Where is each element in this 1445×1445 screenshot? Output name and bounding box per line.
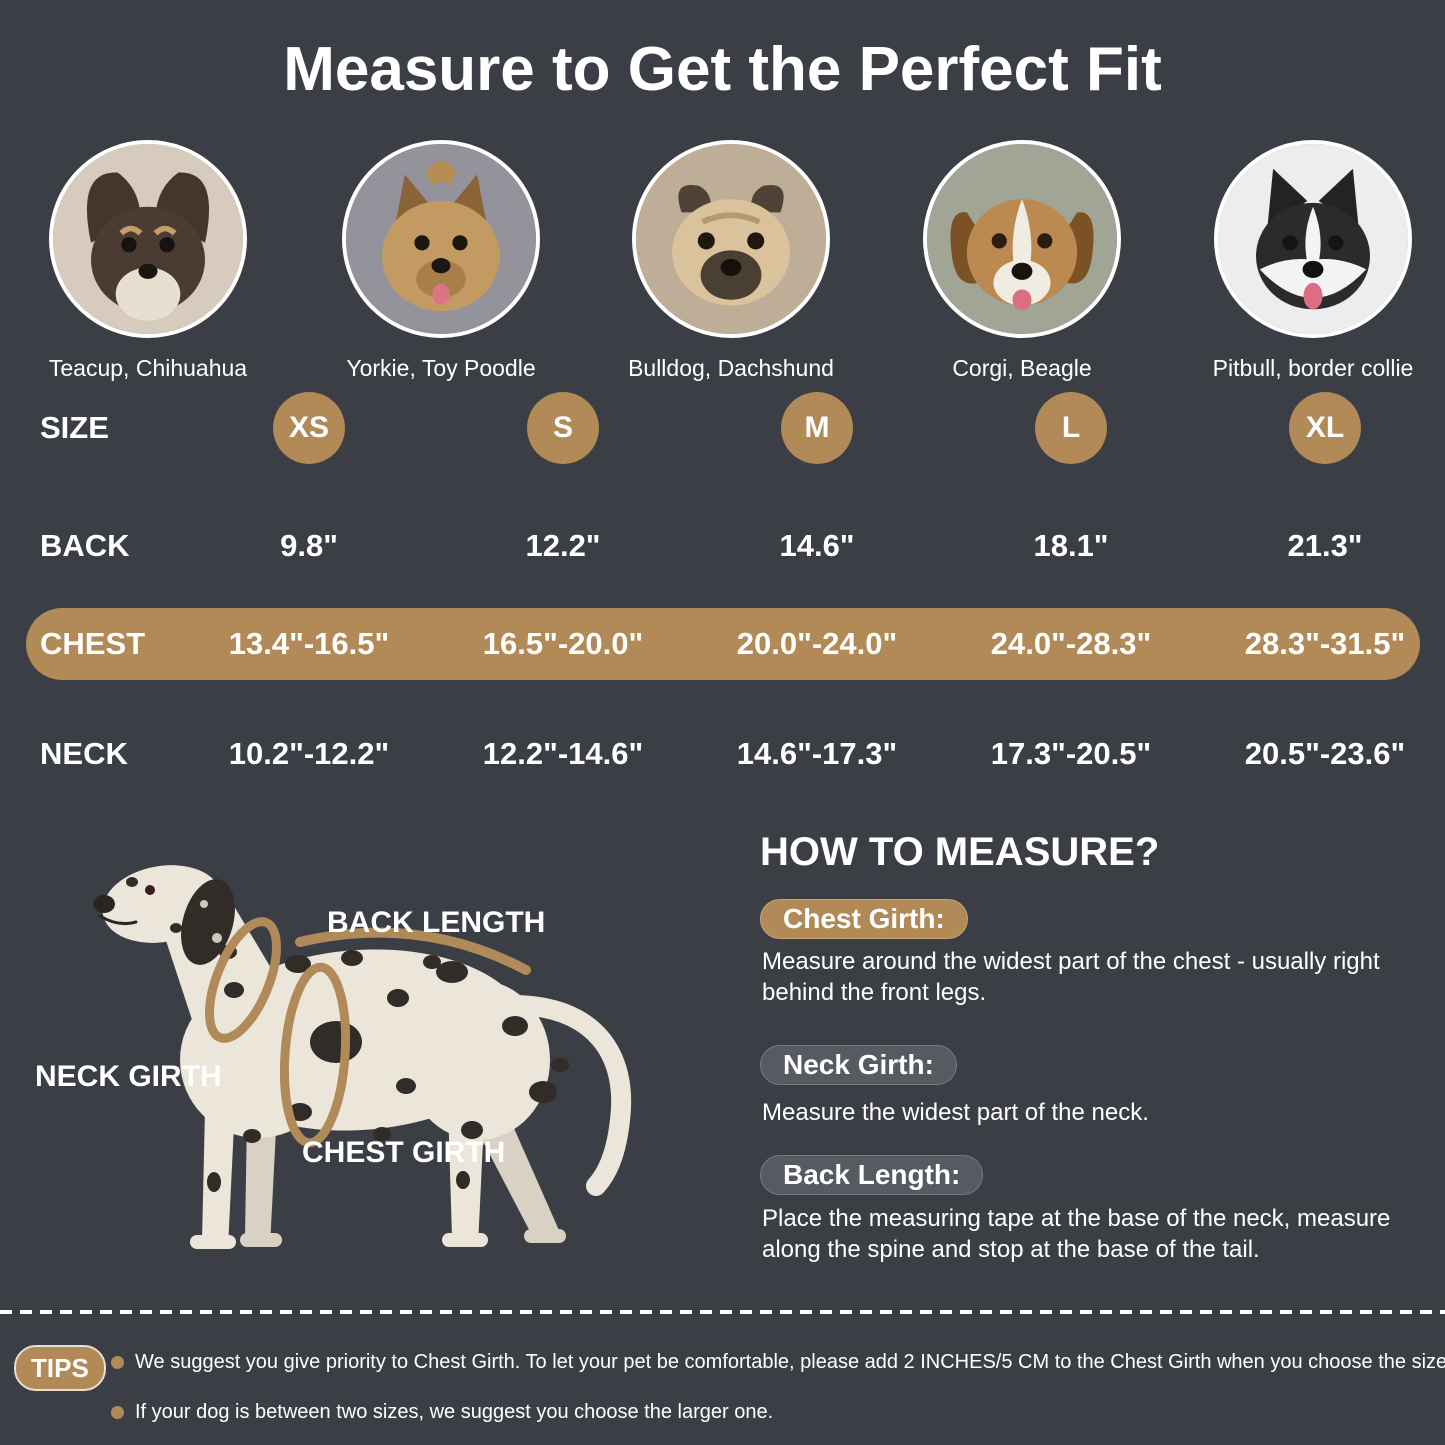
table-row-size: SIZE XS S M L XL	[0, 390, 1445, 466]
back-value-m: 14.6"	[779, 528, 855, 563]
tip-item: We suggest you give priority to Chest Gi…	[111, 1347, 1445, 1377]
breed-label: Yorkie, Toy Poodle	[346, 355, 536, 381]
back-length-arc	[295, 927, 531, 975]
size-badge-xs: XS	[273, 392, 345, 464]
table-row-back: BACK 9.8" 12.2" 14.6" 18.1" 21.3"	[0, 518, 1445, 574]
beagle-photo	[923, 140, 1121, 338]
table-row-neck: NECK 10.2"-12.2" 12.2"-14.6" 14.6"-17.3"…	[0, 726, 1445, 782]
tip-text: We suggest you give priority to Chest Gi…	[135, 1350, 1445, 1373]
size-badge-s: S	[527, 392, 599, 464]
neck-value-xl: 20.5"-23.6"	[1244, 736, 1406, 771]
size-badge-m: M	[781, 392, 853, 464]
beagle-illustration	[927, 144, 1117, 334]
size-cell: L	[944, 392, 1198, 464]
page-title: Measure to Get the Perfect Fit	[283, 35, 1162, 104]
chest-girth-badge: Chest Girth:	[760, 899, 968, 939]
row-label-size: SIZE	[40, 410, 109, 445]
neck-value-s: 12.2"-14.6"	[482, 736, 644, 771]
size-cell: M	[690, 392, 944, 464]
tips-divider	[0, 1310, 1445, 1314]
size-cell: S	[436, 392, 690, 464]
back-value-xl: 21.3"	[1287, 528, 1363, 563]
yorkie-photo	[342, 140, 540, 338]
table-row-chest: CHEST 13.4"-16.5" 16.5"-20.0" 20.0"-24.0…	[0, 608, 1445, 680]
tip-text: If your dog is between two sizes, we sug…	[135, 1400, 774, 1423]
border-collie-illustration	[1218, 144, 1408, 334]
chest-value-xs: 13.4"-16.5"	[228, 626, 390, 661]
border-collie-photo	[1214, 140, 1412, 338]
tips-badge: TIPS	[14, 1345, 106, 1391]
breed-column-chihuahua: Teacup, Chihuahua	[8, 140, 288, 382]
bullet-dot-icon	[111, 1355, 124, 1369]
breed-column-border-collie: Pitbull, border collie	[1173, 140, 1445, 382]
back-length-label: BACK LENGTH	[327, 906, 546, 939]
dog-measuring-diagram	[0, 830, 720, 1290]
chihuahua-photo	[49, 140, 247, 338]
chest-value-xl: 28.3"-31.5"	[1244, 626, 1406, 661]
neck-girth-instructions: Measure the widest part of the neck.	[762, 1099, 1149, 1126]
chest-value-s: 16.5"-20.0"	[482, 626, 644, 661]
size-cell: XS	[182, 392, 436, 464]
row-label-chest: CHEST	[40, 626, 146, 661]
breed-label: Corgi, Beagle	[952, 355, 1092, 381]
breed-column-yorkie: Yorkie, Toy Poodle	[301, 140, 581, 382]
size-badge-xl: XL	[1289, 392, 1361, 464]
tip-item: If your dog is between two sizes, we sug…	[111, 1397, 773, 1427]
dalmatian-illustration	[93, 865, 632, 1249]
yorkie-illustration	[346, 144, 536, 334]
neck-girth-label: NECK GIRTH	[35, 1060, 222, 1093]
back-value-s: 12.2"	[525, 528, 601, 563]
chihuahua-illustration	[53, 144, 243, 334]
row-label-back: BACK	[40, 528, 130, 563]
breed-column-beagle: Corgi, Beagle	[882, 140, 1162, 382]
back-value-xs: 9.8"	[280, 528, 338, 563]
chest-girth-label: CHEST GIRTH	[302, 1136, 506, 1169]
bullet-dot-icon	[111, 1405, 124, 1419]
row-label-neck: NECK	[40, 736, 128, 771]
breed-label: Teacup, Chihuahua	[48, 355, 248, 381]
back-length-instructions: Place the measuring tape at the base of …	[762, 1205, 1391, 1263]
neck-girth-band	[205, 917, 281, 1043]
chest-value-l: 24.0"-28.3"	[990, 626, 1152, 661]
pug-illustration	[636, 144, 826, 334]
neck-value-xs: 10.2"-12.2"	[228, 736, 390, 771]
breed-label: Bulldog, Dachshund	[628, 355, 834, 381]
neck-value-l: 17.3"-20.5"	[990, 736, 1152, 771]
size-cell: XL	[1198, 392, 1445, 464]
chest-girth-instructions: Measure around the widest part of the ch…	[762, 948, 1380, 1006]
pug-photo	[632, 140, 830, 338]
neck-girth-badge: Neck Girth:	[760, 1045, 957, 1085]
breed-label: Pitbull, border collie	[1212, 355, 1414, 381]
breed-column-pug: Bulldog, Dachshund	[591, 140, 871, 382]
chest-girth-band	[279, 962, 351, 1148]
chest-highlight-bar	[26, 608, 1420, 680]
back-value-l: 18.1"	[1033, 528, 1109, 563]
size-badge-l: L	[1035, 392, 1107, 464]
chest-value-m: 20.0"-24.0"	[736, 626, 898, 661]
neck-value-m: 14.6"-17.3"	[736, 736, 898, 771]
how-to-measure-heading: HOW TO MEASURE?	[760, 830, 1160, 874]
back-length-badge: Back Length:	[760, 1155, 984, 1195]
